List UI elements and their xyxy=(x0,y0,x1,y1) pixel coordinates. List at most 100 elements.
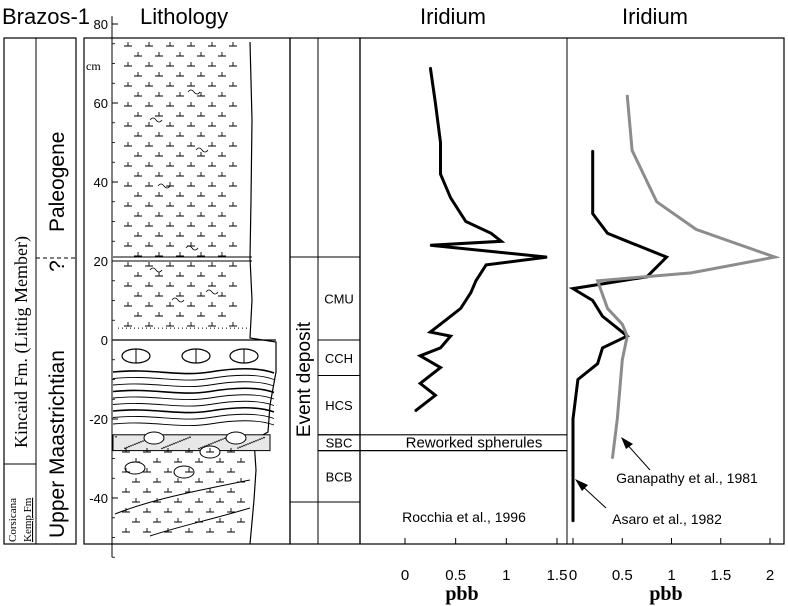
clay-symbol xyxy=(197,52,205,57)
clay-symbol xyxy=(187,282,195,287)
x-tick-label: 0 xyxy=(401,567,409,584)
clay-symbol xyxy=(176,172,184,177)
spherule-dot xyxy=(115,436,117,438)
spherule-dot xyxy=(179,440,181,443)
clay-symbol-lower xyxy=(132,498,140,503)
unit-label-cch: CCH xyxy=(325,351,353,366)
clay-symbol-lower xyxy=(185,448,193,453)
lithology-column: 80 60 40 20 0 -20 -40 cm xyxy=(83,16,291,558)
clay-symbol-lower xyxy=(227,508,235,513)
data-point xyxy=(439,141,442,144)
event-units: CMU CCH HCS SBC BCB xyxy=(318,256,360,503)
clay-symbol xyxy=(208,182,216,187)
depth-tick-label: 60 xyxy=(94,96,108,111)
clay-symbol-lower xyxy=(185,508,193,513)
clay-symbol-lower xyxy=(227,488,235,493)
clay-symbol xyxy=(155,272,163,277)
burrow-trace xyxy=(157,183,171,189)
spherule-dot xyxy=(181,439,183,442)
clay-symbol-lower xyxy=(237,518,245,523)
clay-symbol xyxy=(229,182,237,187)
clay-symbol xyxy=(229,162,237,167)
hcs-lamina xyxy=(112,413,275,420)
data-point xyxy=(601,315,604,317)
clay-symbol xyxy=(134,92,142,97)
spherule-dot xyxy=(165,446,167,448)
clay-symbol xyxy=(176,232,184,237)
data-point xyxy=(572,288,574,290)
spherule-dot xyxy=(140,441,142,443)
unit-label-bcb: BCB xyxy=(326,469,353,484)
series-line-asaro xyxy=(568,150,670,522)
clay-symbol xyxy=(145,262,153,267)
spherule-dot xyxy=(177,441,179,443)
clay-symbol xyxy=(229,222,237,227)
clay-symbol xyxy=(145,222,153,227)
spherule-dot xyxy=(239,446,241,449)
data-point xyxy=(572,418,574,420)
data-point xyxy=(450,335,452,337)
clay-symbol xyxy=(134,72,142,77)
clay-symbol xyxy=(124,62,132,67)
clay-symbol-lower xyxy=(164,488,172,493)
boundary-question-mark: ? xyxy=(46,260,69,272)
clay-symbol xyxy=(197,132,205,137)
clay-symbol-lower xyxy=(216,518,224,523)
panel1-title: Iridium xyxy=(420,4,486,29)
clay-symbol xyxy=(166,122,174,127)
panel1-xlabel: pbb xyxy=(445,583,478,605)
spherule-dot xyxy=(255,440,257,442)
clay-symbol xyxy=(187,42,195,47)
data-point xyxy=(485,264,487,266)
clay-symbol xyxy=(197,72,205,77)
clay-symbol xyxy=(229,322,237,327)
spherule-dot xyxy=(163,446,165,449)
clay-symbol-lower xyxy=(216,478,224,483)
iridium-panels: Reworked spherules 0 0.5 1 1.5 0 0.5 1 1.5 2 pbb… xyxy=(318,37,785,605)
event-deposit-columns: Event deposit CMU CCH HCS SBC BCB xyxy=(289,37,361,545)
clay-symbol xyxy=(218,192,226,197)
clay-symbol xyxy=(155,232,163,237)
clay-symbol xyxy=(134,112,142,117)
clay-symbol xyxy=(197,92,205,97)
clay-symbol xyxy=(208,302,216,307)
data-point xyxy=(465,220,467,223)
x-tick-label: 1.5 xyxy=(710,567,731,584)
clay-symbol xyxy=(134,232,142,237)
clay-symbol xyxy=(197,152,205,157)
spherule-dot xyxy=(212,442,214,444)
clay-symbol-lower xyxy=(174,458,182,463)
hcs-lamina xyxy=(112,400,275,407)
spherule-dot xyxy=(126,446,128,449)
clay-symbol xyxy=(187,162,195,167)
data-point xyxy=(577,378,579,381)
spherule-dot xyxy=(136,442,138,445)
spherule-dot xyxy=(218,439,220,442)
iridium-frame xyxy=(359,37,785,545)
clay-symbol-lower xyxy=(206,488,214,493)
clay-symbol xyxy=(166,102,174,107)
spherule-dot xyxy=(128,445,130,448)
data-point xyxy=(611,457,614,460)
clay-symbol xyxy=(197,172,205,177)
clay-symbol-lower xyxy=(153,458,161,463)
hcs-lamina xyxy=(112,381,275,387)
data-point xyxy=(606,232,609,234)
hcs-lamina xyxy=(112,420,275,426)
clay-symbol xyxy=(145,162,153,167)
clay-symbol xyxy=(208,162,216,167)
fracture-line xyxy=(149,507,251,537)
clay-symbol xyxy=(218,72,226,77)
event-deposit-label: Event deposit xyxy=(294,321,315,437)
spherule-dot xyxy=(241,445,243,448)
clay-symbol xyxy=(229,82,237,87)
data-point xyxy=(460,307,462,309)
spherule-dot xyxy=(259,438,261,441)
hcs-lamina xyxy=(112,387,275,394)
clay-symbol xyxy=(208,62,216,67)
data-point xyxy=(774,256,776,258)
clay-symbol-lower xyxy=(185,468,193,473)
section-title: Brazos-1 xyxy=(2,4,90,29)
clay-symbol xyxy=(166,62,174,67)
spherule-dot xyxy=(142,440,144,442)
